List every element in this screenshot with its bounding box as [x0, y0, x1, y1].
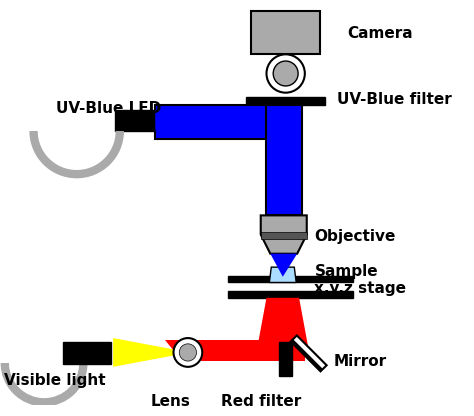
Bar	[155, 105, 295, 139]
Bar	[246, 97, 325, 105]
Bar	[228, 291, 353, 298]
Bar	[63, 342, 111, 364]
Text: Sample: Sample	[314, 265, 378, 280]
Polygon shape	[291, 339, 323, 371]
Polygon shape	[165, 340, 305, 361]
Bar	[228, 276, 353, 282]
Polygon shape	[261, 215, 307, 254]
Text: Camera: Camera	[347, 26, 413, 41]
Text: x,y,z stage: x,y,z stage	[314, 281, 406, 296]
Bar	[251, 11, 320, 54]
Bar	[115, 110, 155, 131]
Polygon shape	[155, 110, 163, 131]
Circle shape	[173, 338, 202, 367]
Text: Visible light: Visible light	[4, 373, 105, 388]
Polygon shape	[269, 267, 296, 282]
Text: UV-Blue filter: UV-Blue filter	[337, 92, 452, 107]
Text: Red filter: Red filter	[220, 394, 301, 409]
Bar	[279, 342, 292, 376]
Polygon shape	[257, 298, 309, 349]
Text: UV-Blue LED: UV-Blue LED	[55, 102, 161, 116]
Circle shape	[179, 344, 197, 361]
Text: Mirror: Mirror	[334, 354, 387, 369]
Circle shape	[266, 54, 305, 93]
Polygon shape	[291, 335, 327, 371]
Bar	[261, 232, 307, 239]
Circle shape	[273, 61, 298, 86]
Bar	[266, 105, 302, 215]
Text: Lens: Lens	[151, 394, 191, 409]
Polygon shape	[113, 338, 190, 367]
Text: Objective: Objective	[314, 229, 396, 244]
Polygon shape	[270, 254, 297, 277]
